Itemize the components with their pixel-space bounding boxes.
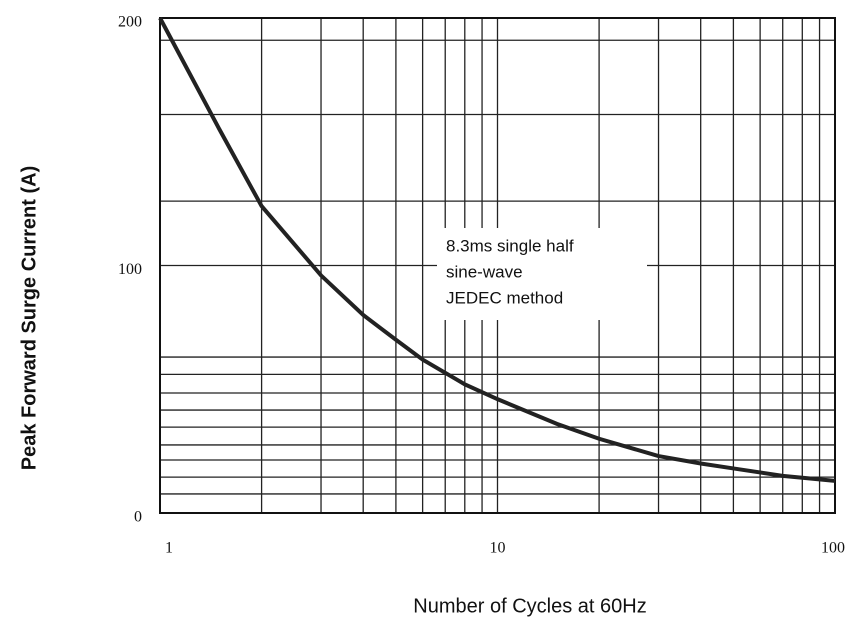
y-tick-label: 200 xyxy=(118,14,142,31)
curve xyxy=(158,17,836,483)
y-tick-label: 100 xyxy=(118,261,142,278)
x-tick-label: 1 xyxy=(165,540,173,557)
annotation: JEDEC method xyxy=(446,288,563,307)
x-tick-label: 100 xyxy=(821,540,845,557)
y-axis-label: Peak Forward Surge Current (A) xyxy=(18,166,40,471)
x-axis-label: Number of Cycles at 60Hz xyxy=(413,595,646,617)
y-tick-label: 0 xyxy=(134,509,142,526)
annotation-background xyxy=(437,228,647,320)
plot-frame xyxy=(159,17,836,514)
x-tick-label: 10 xyxy=(490,540,506,557)
annotation: 8.3ms single half xyxy=(446,236,574,255)
annotation: sine-wave xyxy=(446,262,523,281)
